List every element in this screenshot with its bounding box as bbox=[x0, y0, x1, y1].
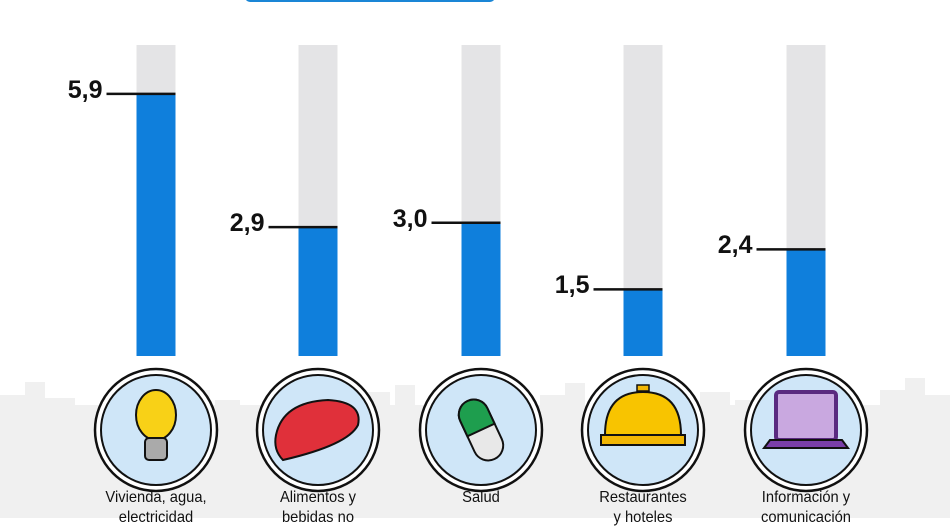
skyline-building bbox=[25, 382, 45, 405]
value-label: 2,9 bbox=[229, 209, 265, 238]
category-label-line: Vivienda, agua, bbox=[105, 489, 207, 506]
pill bbox=[457, 398, 505, 462]
service-bell-icon bbox=[580, 367, 706, 493]
skyline-building bbox=[880, 390, 905, 405]
bell-base bbox=[600, 434, 686, 446]
laptop-icon bbox=[743, 367, 869, 493]
skyline-building bbox=[540, 395, 565, 405]
bulb-glass bbox=[135, 389, 177, 441]
light-bulb-icon bbox=[93, 367, 219, 493]
bar bbox=[623, 289, 663, 356]
category-label-line: Restaurantes bbox=[599, 489, 687, 506]
category-label-line: Información y bbox=[761, 489, 851, 506]
category-label: Restaurantes y hoteles bbox=[569, 488, 716, 528]
bar bbox=[786, 249, 826, 356]
skyline-building bbox=[45, 398, 75, 405]
skyline-building bbox=[735, 400, 755, 405]
value-label: 1,5 bbox=[554, 271, 590, 300]
bar bbox=[298, 227, 338, 356]
pill-capsule-icon bbox=[418, 367, 544, 493]
skyline-building bbox=[395, 385, 415, 405]
meat bbox=[274, 398, 360, 462]
category-label: Alimentos y bebidas no bbox=[244, 488, 391, 528]
value-label: 3,0 bbox=[392, 204, 428, 233]
category-label-line: electricidad bbox=[118, 509, 194, 526]
skyline-building bbox=[700, 392, 730, 405]
banner bbox=[246, 0, 494, 2]
bell-knob bbox=[636, 384, 650, 392]
category-label: Vivienda, agua, electricidad bbox=[82, 488, 229, 528]
category-label-line: Alimentos y bbox=[279, 489, 357, 506]
skyline-building bbox=[565, 383, 585, 405]
category-label-line: bebidas no bbox=[281, 509, 355, 526]
category-label: Información y comunicación bbox=[732, 488, 879, 528]
category-label-line: comunicación bbox=[760, 509, 851, 526]
value-label: 2,4 bbox=[717, 231, 753, 260]
skyline-building bbox=[215, 400, 240, 405]
laptop-screen bbox=[774, 390, 838, 442]
category-label-line: Salud bbox=[462, 489, 500, 506]
laptop-base bbox=[762, 439, 850, 449]
category-label: Salud bbox=[407, 488, 554, 508]
skyline-building bbox=[0, 395, 25, 405]
bulb-base bbox=[144, 437, 168, 461]
bell-dome bbox=[603, 390, 683, 436]
pill-top bbox=[457, 398, 496, 438]
value-label: 5,9 bbox=[67, 75, 103, 104]
skyline-building bbox=[905, 378, 925, 405]
meat-steak-icon bbox=[255, 367, 381, 493]
skyline-building bbox=[925, 395, 950, 405]
bar bbox=[461, 222, 501, 356]
category-label-line: y hoteles bbox=[613, 509, 673, 526]
bar bbox=[136, 93, 176, 356]
